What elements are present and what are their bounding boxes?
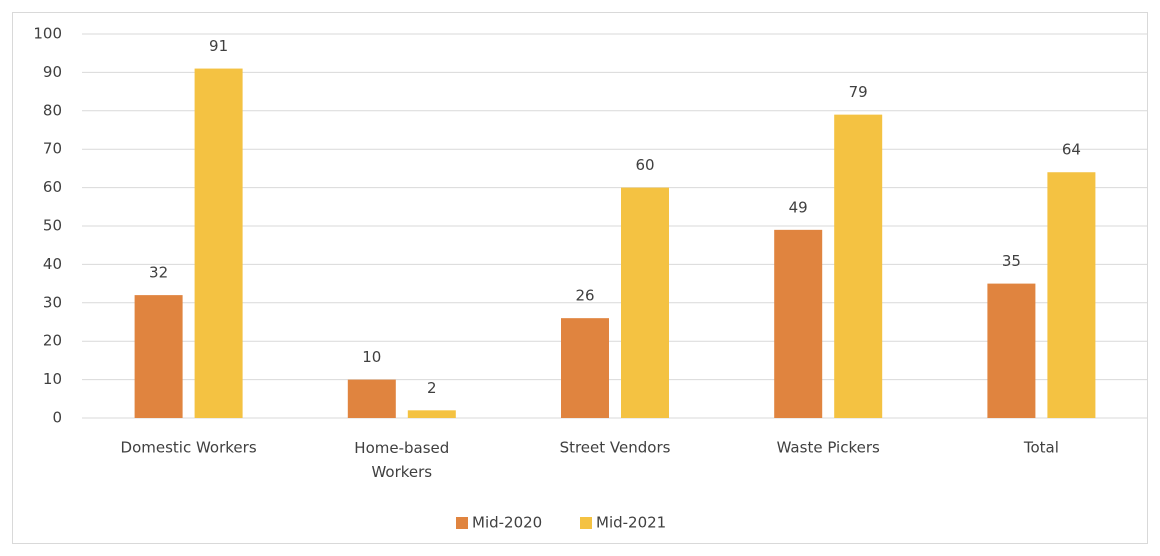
bar xyxy=(621,187,669,418)
y-tick-label: 10 xyxy=(43,370,62,388)
legend-label: Mid-2020 xyxy=(472,514,542,532)
data-label: 2 xyxy=(427,379,437,397)
data-label: 60 xyxy=(635,156,654,174)
y-tick-label: 0 xyxy=(52,409,62,427)
y-tick-label: 80 xyxy=(43,101,62,119)
bar xyxy=(194,68,243,418)
legend-swatch xyxy=(456,517,468,529)
bar xyxy=(347,379,396,418)
legend-swatch xyxy=(580,517,592,529)
data-label: 79 xyxy=(849,83,868,101)
x-tick-label: Waste Pickers xyxy=(777,439,880,457)
x-tick-label: Home-based Workers xyxy=(354,439,449,481)
y-tick-label: 100 xyxy=(33,25,62,43)
y-tick-label: 20 xyxy=(43,332,62,350)
y-tick-label: 60 xyxy=(43,178,62,196)
data-label: 35 xyxy=(1002,252,1021,270)
bar xyxy=(774,229,823,418)
x-tick-label: Street Vendors xyxy=(560,439,671,457)
y-tick-label: 30 xyxy=(43,293,62,311)
bar xyxy=(1047,172,1096,418)
y-tick-label: 90 xyxy=(43,63,62,81)
data-label: 10 xyxy=(362,348,381,366)
y-tick-label: 70 xyxy=(43,140,62,158)
bar xyxy=(407,410,456,418)
x-tick-label: Total xyxy=(1023,439,1059,457)
legend-label: Mid-2021 xyxy=(596,514,666,532)
data-label: 49 xyxy=(789,198,808,216)
bar xyxy=(987,283,1036,418)
bar xyxy=(834,114,883,418)
data-label: 64 xyxy=(1062,141,1081,159)
bar xyxy=(134,295,183,418)
y-tick-label: 40 xyxy=(43,255,62,273)
y-tick-label: 50 xyxy=(43,217,62,235)
data-label: 32 xyxy=(149,264,168,282)
data-label: 26 xyxy=(575,287,594,305)
data-label: 91 xyxy=(209,37,228,55)
x-tick-label: Domestic Workers xyxy=(121,439,257,457)
bar xyxy=(561,318,609,418)
chart-border xyxy=(12,12,1148,544)
